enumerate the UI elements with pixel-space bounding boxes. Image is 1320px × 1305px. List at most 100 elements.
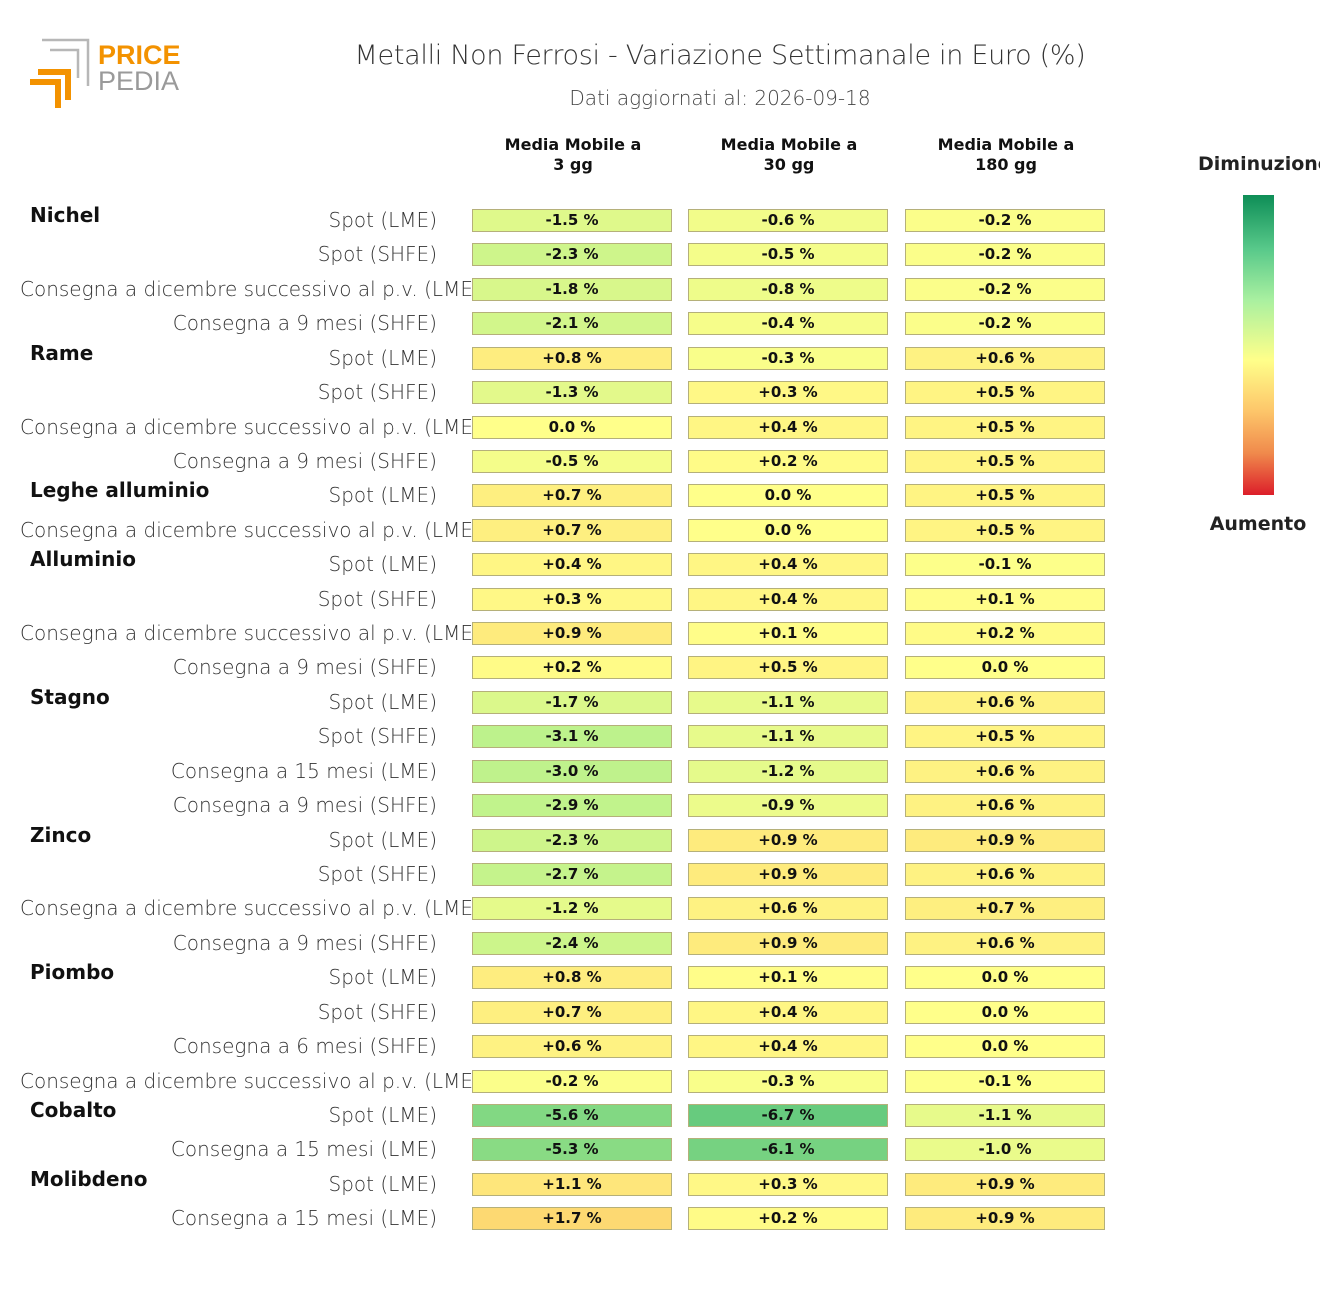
heatmap-cell: +0.2 % xyxy=(688,1207,888,1231)
heatmap-cell: -1.8 % xyxy=(472,277,672,301)
heatmap-cell: +0.5 % xyxy=(905,381,1105,405)
row-label: Consegna a dicembre successivo al p.v. (… xyxy=(20,621,481,646)
heatmap-cell: -1.2 % xyxy=(688,759,888,783)
heatmap-cell: +0.9 % xyxy=(905,828,1105,852)
heatmap-cell: -1.2 % xyxy=(472,897,672,921)
heatmap-cell: +0.4 % xyxy=(688,415,888,439)
heatmap-cell: -1.7 % xyxy=(472,690,672,714)
heatmap-cell: -2.4 % xyxy=(472,931,672,955)
heatmap-cell: +0.1 % xyxy=(688,966,888,990)
heatmap-cell: +0.3 % xyxy=(688,1172,888,1196)
heatmap-cell: 0.0 % xyxy=(905,1035,1105,1059)
heatmap-cell: -2.1 % xyxy=(472,312,672,336)
group-label: Stagno xyxy=(30,684,110,709)
heatmap-cell: +0.9 % xyxy=(472,622,672,646)
heatmap-cell: -0.8 % xyxy=(688,277,888,301)
heatmap-cell: -0.4 % xyxy=(688,312,888,336)
heatmap-cell: +0.5 % xyxy=(905,725,1105,749)
heatmap-cell: -1.1 % xyxy=(688,725,888,749)
heatmap-cell: -3.1 % xyxy=(472,725,672,749)
heatmap-cell: +0.2 % xyxy=(688,449,888,473)
heatmap-cell: -6.1 % xyxy=(688,1138,888,1162)
group-label: Molibdeno xyxy=(30,1166,148,1191)
heatmap-cell: +0.5 % xyxy=(688,656,888,680)
heatmap-cell: +0.6 % xyxy=(905,862,1105,886)
heatmap-cell: -0.2 % xyxy=(905,277,1105,301)
heatmap-cell: +0.6 % xyxy=(688,897,888,921)
row-label: Consegna a 15 mesi (LME) xyxy=(170,1206,437,1231)
legend-bottom-label: Aumento xyxy=(1209,513,1307,535)
group-label: Piombo xyxy=(30,960,115,985)
column-header: Media Mobile a 180 gg xyxy=(937,135,1075,174)
heatmap-cell: +0.6 % xyxy=(905,759,1105,783)
row-label: Spot (LME) xyxy=(328,689,437,714)
heatmap-cell: -0.6 % xyxy=(688,209,888,232)
heatmap-cell: -2.9 % xyxy=(472,794,672,818)
heatmap-cell: -0.1 % xyxy=(905,1069,1105,1093)
row-label: Spot (LME) xyxy=(328,345,437,370)
heatmap-cell: -0.2 % xyxy=(472,1069,672,1093)
heatmap-cell: +0.4 % xyxy=(688,553,888,577)
column-header: Media Mobile a 30 gg xyxy=(720,135,858,174)
row-label: Consegna a dicembre successivo al p.v. (… xyxy=(20,517,481,542)
heatmap-cell: 0.0 % xyxy=(905,966,1105,990)
group-label: Alluminio xyxy=(30,547,136,572)
heatmap-cell: +0.7 % xyxy=(472,484,672,508)
heatmap-cell: 0.0 % xyxy=(905,1000,1105,1024)
heatmap-cell: +0.8 % xyxy=(472,966,672,990)
row-label: Spot (LME) xyxy=(328,208,437,232)
heatmap-cell: +0.9 % xyxy=(905,1207,1105,1231)
row-label: Spot (SHFE) xyxy=(317,380,437,405)
row-label: Consegna a 9 mesi (SHFE) xyxy=(172,930,437,955)
heatmap-cell: +0.4 % xyxy=(688,1035,888,1059)
heatmap-cell: +0.9 % xyxy=(688,862,888,886)
group-label: Nichel xyxy=(30,203,101,227)
heatmap-cell: -0.9 % xyxy=(688,794,888,818)
heatmap-cell: +0.5 % xyxy=(905,518,1105,542)
legend-top-label: Diminuzione xyxy=(1198,153,1320,175)
heatmap-cell: +0.5 % xyxy=(905,415,1105,439)
heatmap-cell: +0.9 % xyxy=(688,931,888,955)
pricepedia-logo: PRICE PEDIA xyxy=(28,36,188,112)
row-label: Consegna a 9 mesi (SHFE) xyxy=(172,311,437,336)
row-label: Consegna a 9 mesi (SHFE) xyxy=(172,655,437,680)
heatmap-cell: +1.7 % xyxy=(472,1207,672,1231)
row-label: Spot (LME) xyxy=(328,827,437,852)
row-label: Consegna a 15 mesi (LME) xyxy=(170,758,437,783)
heatmap-cell: +1.1 % xyxy=(472,1172,672,1196)
chart-title: Metalli Non Ferrosi - Variazione Settima… xyxy=(354,40,1086,71)
heatmap-cell: -6.7 % xyxy=(688,1103,888,1127)
group-label: Rame xyxy=(30,340,94,365)
heatmap-cell: 0.0 % xyxy=(688,518,888,542)
heatmap-cell: +0.9 % xyxy=(688,828,888,852)
heatmap-cell: -3.0 % xyxy=(472,759,672,783)
group-label: Leghe alluminio xyxy=(30,478,210,503)
heatmap-cell: -2.3 % xyxy=(472,243,672,267)
heatmap-cell: -0.5 % xyxy=(688,243,888,267)
row-label: Spot (SHFE) xyxy=(317,724,437,749)
heatmap-cell: -0.2 % xyxy=(905,243,1105,267)
heatmap-cell: +0.1 % xyxy=(688,622,888,646)
heatmap-cell: +0.7 % xyxy=(472,1000,672,1024)
logo-text-top: PRICE xyxy=(98,40,181,70)
row-label: Consegna a 15 mesi (LME) xyxy=(170,1137,437,1162)
row-label: Spot (LME) xyxy=(328,483,437,508)
heatmap-cell: +0.7 % xyxy=(905,897,1105,921)
heatmap-cell: +0.4 % xyxy=(688,587,888,611)
heatmap-cell: +0.6 % xyxy=(472,1035,672,1059)
row-label: Spot (SHFE) xyxy=(317,861,437,886)
heatmap-cell: +0.9 % xyxy=(905,1172,1105,1196)
legend-color-scale xyxy=(1243,195,1274,495)
heatmap-cell: 0.0 % xyxy=(688,484,888,508)
heatmap-cell: 0.0 % xyxy=(472,415,672,439)
row-label: Consegna a 9 mesi (SHFE) xyxy=(172,448,437,473)
row-label: Spot (LME) xyxy=(328,1171,437,1196)
row-label: Spot (SHFE) xyxy=(317,999,437,1024)
heatmap-cell: +0.6 % xyxy=(905,690,1105,714)
row-label: Spot (LME) xyxy=(328,965,437,990)
heatmap-cell: -1.5 % xyxy=(472,209,672,232)
heatmap-cell: -1.0 % xyxy=(905,1138,1105,1162)
row-label: Consegna a dicembre successivo al p.v. (… xyxy=(20,1068,481,1093)
heatmap-cell: -5.3 % xyxy=(472,1138,672,1162)
heatmap-cell: +0.6 % xyxy=(905,794,1105,818)
